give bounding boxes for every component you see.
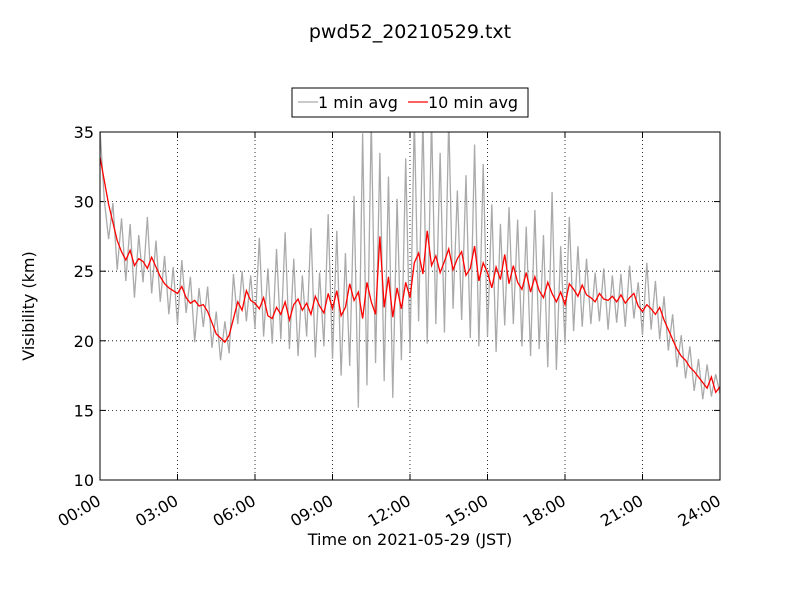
legend-label: 1 min avg [318,93,398,112]
data-line [100,156,720,394]
x-axis-label: Time on 2021-05-29 (JST) [307,530,512,549]
y-tick-label: 25 [74,262,94,281]
x-tick-label: 15:00 [442,491,491,531]
x-tick-label: 24:00 [675,491,724,531]
y-tick-label: 15 [74,401,94,420]
x-tick-label: 12:00 [365,491,414,531]
x-tick-label: 18:00 [520,491,569,531]
y-tick-label: 20 [74,332,94,351]
y-tick-label: 10 [74,471,94,490]
y-axis-label: Visibility (km) [19,251,38,360]
plot-area [100,132,720,408]
y-tick-label: 30 [74,193,94,212]
x-tick-label: 21:00 [597,491,646,531]
plot-frame [99,131,721,481]
x-tick-label: 03:00 [132,491,181,531]
chart-title: pwd52_20210529.txt [309,21,511,43]
data-line [100,132,720,408]
legend-label: 10 min avg [428,93,518,112]
x-tick-label: 09:00 [287,491,336,531]
y-tick-label: 35 [74,123,94,142]
x-tick-label: 06:00 [210,491,259,531]
x-tick-label: 00:00 [55,491,104,531]
